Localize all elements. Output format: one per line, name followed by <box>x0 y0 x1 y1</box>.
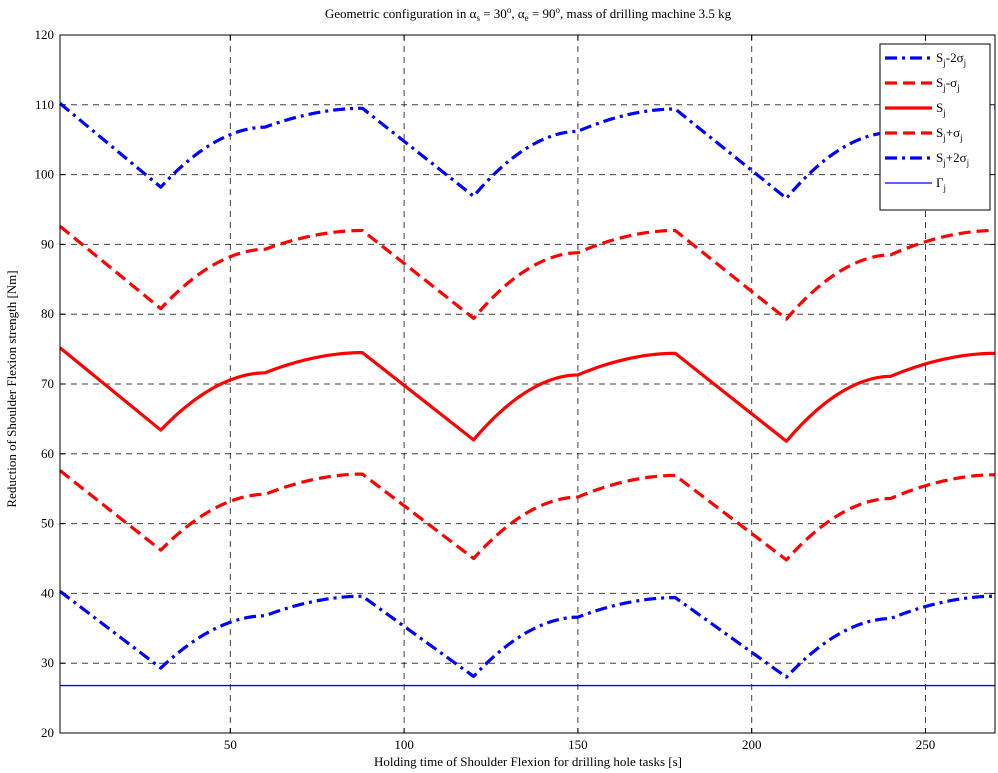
title-part: , α <box>511 6 525 21</box>
legend-label-main: Γ <box>936 175 944 190</box>
x-tick-label: 250 <box>916 737 936 752</box>
legend-label-rest: -σ <box>946 75 957 90</box>
legend-label-subscript: j <box>963 58 967 68</box>
legend-label-main: S <box>936 150 943 165</box>
series-line-1 <box>58 102 996 200</box>
legend-label: Sj+2σj <box>936 150 969 168</box>
legend-label-subscript: j <box>942 158 946 168</box>
legend-label: Sj-σj <box>936 75 960 93</box>
legend-label-main: S <box>936 50 943 65</box>
series-line-4 <box>59 469 996 562</box>
title-part: , mass of drilling machine 3.5 kg <box>560 6 732 21</box>
y-tick-label: 120 <box>35 27 55 42</box>
y-axis-title: Reduction of Shoulder Flexion strength [… <box>4 270 19 507</box>
legend-label-rest: +σ <box>946 125 960 140</box>
x-tick-label: 150 <box>568 737 588 752</box>
title-subscript: s <box>476 13 480 23</box>
y-tick-label: 20 <box>41 725 54 740</box>
legend-label-subscript: j <box>966 158 970 168</box>
legend-label-subscript: j <box>959 133 963 143</box>
chart-title: Geometric configuration in αs = 30o, αe … <box>325 5 732 23</box>
y-tick-label: 40 <box>41 585 54 600</box>
y-tick-label: 90 <box>41 236 54 251</box>
title-part: = 30 <box>480 6 507 21</box>
legend-label-subscript: j <box>942 58 946 68</box>
y-tick-label: 80 <box>41 306 54 321</box>
title-part: Geometric configuration in α <box>325 6 477 21</box>
title-part: = 90 <box>529 6 556 21</box>
legend-label: Γj <box>936 175 946 193</box>
legend-label-subscript: j <box>943 183 947 193</box>
y-tick-label: 50 <box>41 516 54 531</box>
legend-label-rest: -2σ <box>946 50 964 65</box>
legend-label: Sj+σj <box>936 125 963 143</box>
series-line-5 <box>59 590 996 679</box>
y-tick-label: 30 <box>41 655 54 670</box>
x-axis-title: Holding time of Shoulder Flexion for dri… <box>374 754 682 769</box>
title-superscript: o <box>555 5 560 15</box>
series-line-3 <box>58 346 996 443</box>
series-line-2 <box>58 225 996 321</box>
legend-box <box>879 43 991 211</box>
legend-label-subscript: j <box>956 83 960 93</box>
legend-label: Sj-2σj <box>936 50 966 68</box>
y-tick-label: 70 <box>41 376 54 391</box>
legend-label-subscript: j <box>942 133 946 143</box>
x-tick-label: 200 <box>742 737 762 752</box>
plot-series <box>58 102 996 687</box>
legend-label-main: S <box>936 100 943 115</box>
y-tick-label: 60 <box>41 446 54 461</box>
x-tick-label: 50 <box>224 737 237 752</box>
legend-label-main: S <box>936 125 943 140</box>
axis-ticks: 50 100 150 200 250 20 30 40 50 60 70 80 90 100 110 120 <box>35 27 995 752</box>
x-tick-label: 100 <box>394 737 414 752</box>
legend-label-rest: +2σ <box>946 150 967 165</box>
legend-label-subscript: j <box>942 108 946 118</box>
y-tick-label: 100 <box>35 167 55 182</box>
legend-label-main: S <box>936 75 943 90</box>
plot-frame <box>59 34 996 734</box>
legend-label-subscript: j <box>942 83 946 93</box>
title-superscript: o <box>507 5 512 15</box>
legend-label: Sj <box>936 100 946 118</box>
y-tick-label: 110 <box>35 97 54 112</box>
grid <box>60 35 995 733</box>
title-subscript: e <box>525 13 529 23</box>
